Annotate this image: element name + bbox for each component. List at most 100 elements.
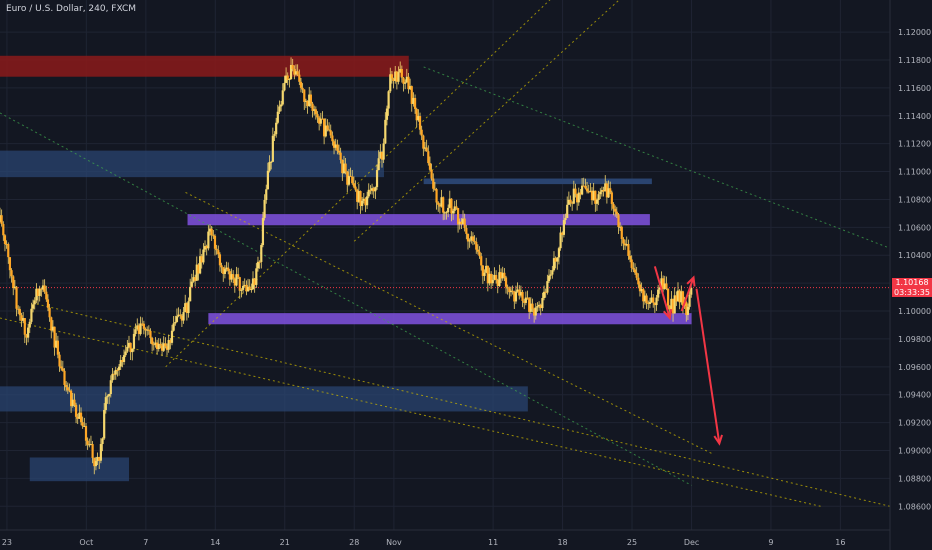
candle-body xyxy=(546,281,549,293)
candle-body xyxy=(461,218,465,225)
candle-body xyxy=(58,354,61,367)
candle-body xyxy=(370,188,374,191)
candle-body xyxy=(346,171,349,185)
candle-body xyxy=(151,337,154,345)
candle-body xyxy=(18,309,21,316)
candle-body xyxy=(339,152,342,160)
candle-body xyxy=(258,261,261,263)
price-tick-label: 1.09800 xyxy=(898,335,931,344)
candle-body xyxy=(648,302,651,305)
candle-body xyxy=(389,74,392,92)
candle-body xyxy=(218,254,222,266)
candle-body xyxy=(456,207,460,225)
price-tick-label: 1.08800 xyxy=(898,474,931,483)
candle-body xyxy=(48,307,51,318)
candle-body xyxy=(30,308,33,322)
price-axis[interactable]: 1.12000 1.11800 1.11600 1.11400 1.11200 1.110… xyxy=(889,0,932,550)
candle-body xyxy=(141,323,144,325)
candle-body xyxy=(524,297,527,303)
candle-body xyxy=(643,295,647,302)
trendlines-layer xyxy=(0,0,891,507)
candle-body xyxy=(43,285,46,292)
candle-body xyxy=(458,221,461,225)
candle-body xyxy=(22,318,25,321)
candle-body xyxy=(666,288,670,306)
candle-body xyxy=(552,258,556,271)
candle-body xyxy=(357,191,360,202)
candle-body xyxy=(531,303,534,309)
candle-body xyxy=(101,438,104,445)
arrow-shaft xyxy=(680,277,695,312)
candle-body xyxy=(537,304,541,307)
candle-body xyxy=(690,287,693,295)
candle-body xyxy=(200,256,203,263)
candle-body xyxy=(356,189,359,202)
candle-body xyxy=(526,297,529,299)
candle-body xyxy=(41,285,45,290)
candle-body xyxy=(137,325,141,335)
candle-body xyxy=(78,412,81,419)
arrow-shaft xyxy=(653,266,671,319)
candle-body xyxy=(273,134,276,136)
candle-body xyxy=(5,243,8,245)
arrow-shaft xyxy=(695,288,721,444)
candle-body xyxy=(337,150,341,153)
candle-body xyxy=(318,117,321,124)
time-axis[interactable]: 23 Oct 7 14 21 28 Nov 11 18 25 Dec 9 16 xyxy=(0,529,890,547)
candle-body xyxy=(604,183,607,192)
candle-body xyxy=(413,97,417,109)
candle-body xyxy=(437,202,440,205)
candle-body xyxy=(506,286,509,289)
candle-body xyxy=(465,227,468,234)
candle-body xyxy=(366,196,369,206)
candle-body xyxy=(116,369,119,371)
candle-body xyxy=(504,277,508,287)
candle-body xyxy=(501,272,504,279)
candle-body xyxy=(63,370,66,385)
candle-body xyxy=(544,291,547,293)
candle-body xyxy=(271,135,274,162)
candle-body xyxy=(28,321,31,328)
candle-body xyxy=(238,277,241,291)
candle-body xyxy=(73,399,76,405)
candle-body xyxy=(443,212,446,214)
price-tick-label: 1.11600 xyxy=(898,84,931,93)
candle-body xyxy=(452,210,455,214)
candle-body xyxy=(308,94,311,107)
candle-body xyxy=(284,75,288,83)
candle-body xyxy=(445,212,448,214)
candle-body xyxy=(377,158,380,171)
trendline-line xyxy=(0,112,692,486)
candle-body xyxy=(668,305,671,310)
candle-body xyxy=(165,346,169,350)
candle-body xyxy=(673,295,676,314)
candle-body xyxy=(225,267,228,270)
candle-body xyxy=(301,87,304,90)
candle-body xyxy=(334,144,337,148)
candle-body xyxy=(680,291,683,303)
arrow-head xyxy=(662,308,673,321)
candle-body xyxy=(91,444,94,458)
candle-body xyxy=(566,204,569,218)
candle-body xyxy=(423,147,427,149)
candle-body xyxy=(0,215,2,222)
candle-body xyxy=(609,188,612,193)
candle-body xyxy=(144,328,147,331)
candle-body xyxy=(519,292,523,296)
candle-body xyxy=(86,440,89,445)
time-tick-label: 25 xyxy=(627,538,637,547)
candle-body xyxy=(184,303,187,313)
candle-body xyxy=(129,342,132,353)
candle-body xyxy=(496,279,499,286)
candle-body xyxy=(494,274,498,280)
candle-body xyxy=(556,257,559,262)
candle-body xyxy=(518,289,521,296)
price-axis-background xyxy=(890,0,932,550)
candle-body xyxy=(154,342,157,345)
time-tick-label: 21 xyxy=(280,538,290,547)
candle-body xyxy=(248,286,251,290)
candle-body xyxy=(174,321,177,324)
candle-body xyxy=(567,199,570,205)
candle-body xyxy=(222,267,225,274)
